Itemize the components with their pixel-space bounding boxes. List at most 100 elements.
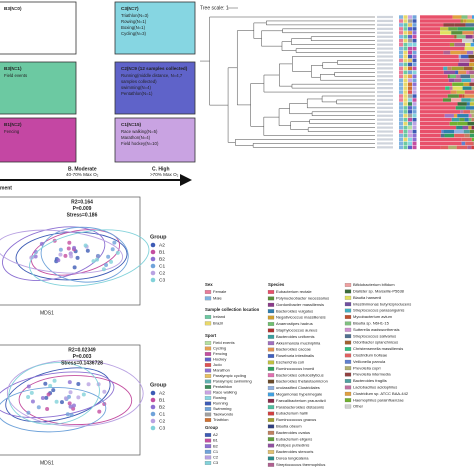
meta-strip <box>399 31 403 35</box>
meta-strip <box>408 110 412 114</box>
legend-label: Taekwondo <box>213 412 234 417</box>
box-title: C1(N=15) <box>121 122 142 127</box>
legend-swatch <box>150 277 156 283</box>
meta-strip <box>403 50 408 55</box>
sample-point <box>104 263 109 268</box>
meta-strip <box>399 46 403 51</box>
abundance-bar <box>459 118 465 122</box>
abundance-bar <box>471 145 474 150</box>
meta-strip <box>412 82 417 86</box>
abundance-bar <box>464 94 474 98</box>
legend-label: Dorea longicatena <box>276 455 309 460</box>
box-line: Field hockey(N=10) <box>121 141 159 146</box>
sample-point <box>29 390 34 395</box>
leaf-label <box>377 43 393 46</box>
leaf-label <box>377 55 393 58</box>
meta-strip <box>408 35 412 39</box>
legend-label: Ruminococcus gnavus <box>276 417 316 422</box>
meta-strip <box>403 110 408 114</box>
sample-point <box>63 253 68 258</box>
legend-label: Lactobacillus acidophilus <box>353 384 397 389</box>
legend-swatch <box>150 242 156 248</box>
abundance-bar <box>420 90 451 94</box>
leaf-label <box>377 90 393 94</box>
meta-strip <box>403 62 408 67</box>
abundance-bar <box>466 27 474 31</box>
meta-strip <box>403 98 408 102</box>
legend-label: Sutterella wadsworthensis <box>353 327 399 332</box>
abundance-bar <box>471 125 474 130</box>
abundance-bar <box>443 129 455 134</box>
meta-strip <box>403 42 408 47</box>
legend-title: Sport <box>205 333 217 338</box>
box-line: Pentathlon(N=1) <box>121 91 153 96</box>
meta-strip <box>399 15 403 19</box>
legend-swatch <box>344 359 352 364</box>
abundance-bar <box>456 74 461 79</box>
abundance-bar <box>454 129 464 134</box>
abundance-bar <box>471 114 474 118</box>
sample-point <box>96 253 101 258</box>
legend-swatch <box>344 295 352 300</box>
group-ellipse <box>18 375 133 426</box>
leaf-label <box>377 83 393 86</box>
tree-branch <box>310 36 375 41</box>
abundance-bar <box>471 118 474 122</box>
tree-branch <box>261 30 283 47</box>
legend-swatch <box>267 309 275 314</box>
group-ellipse <box>5 367 111 423</box>
meta-strip <box>412 141 417 146</box>
leaf-label <box>377 130 393 133</box>
abundance-bar <box>420 137 462 142</box>
abundance-bar <box>467 15 472 19</box>
abundance-bar <box>420 74 448 79</box>
legend-label: Clostridium sp. ATCC BAA-442 <box>353 391 409 396</box>
abundance-bar <box>472 62 474 67</box>
legend-label: Gordonibacter massiliensis <box>276 302 324 307</box>
abundance-bar <box>469 102 474 106</box>
abundance-bar <box>469 133 474 138</box>
legend-label: C3 <box>159 277 165 283</box>
axis-label: ment <box>0 185 12 191</box>
legend-label: Odoribacter splanchnicus <box>353 340 398 345</box>
legend-swatch <box>204 455 212 460</box>
leaf-label <box>377 15 393 19</box>
tree-branch <box>278 108 291 126</box>
legend-swatch <box>150 404 156 410</box>
meta-strip <box>399 54 403 59</box>
sample-point <box>51 388 56 393</box>
legend-swatch <box>344 340 352 345</box>
legend-label: C2 <box>159 270 165 276</box>
meta-strip <box>412 118 417 122</box>
legend-swatch <box>344 347 352 351</box>
level-title: B. Moderate <box>68 166 97 172</box>
meta-strip <box>399 27 403 31</box>
legend-label: Blautia hansenii <box>353 295 381 300</box>
meta-strip <box>408 62 412 67</box>
leaf-label <box>377 67 393 70</box>
legend-label: Race walking <box>213 390 237 395</box>
meta-strip <box>399 110 403 114</box>
legend-label: Bacteroides uniformis <box>276 334 314 339</box>
legend-swatch <box>204 379 212 384</box>
tree-branch <box>236 30 254 106</box>
tree-branch <box>266 20 375 26</box>
legend-swatch <box>204 407 212 411</box>
abundance-bar <box>454 23 466 27</box>
legend-swatch <box>267 386 275 390</box>
legend-label: Bacteroides stercoris <box>276 449 313 454</box>
meta-strip <box>408 15 412 19</box>
abundance-bar <box>469 129 474 134</box>
meta-strip <box>403 70 408 75</box>
meta-strip <box>412 125 417 130</box>
leaf-label <box>377 106 393 109</box>
legend-label: Intestinimonas butyriciproducens <box>353 301 411 306</box>
abundance-bar <box>450 50 461 55</box>
abundance-bar <box>456 90 465 94</box>
sample-point <box>69 254 74 259</box>
meta-strip <box>412 42 417 47</box>
meta-strip <box>408 102 412 106</box>
abundance-bar <box>471 137 474 142</box>
legend-swatch <box>344 398 352 403</box>
abundance-bar <box>471 15 474 19</box>
